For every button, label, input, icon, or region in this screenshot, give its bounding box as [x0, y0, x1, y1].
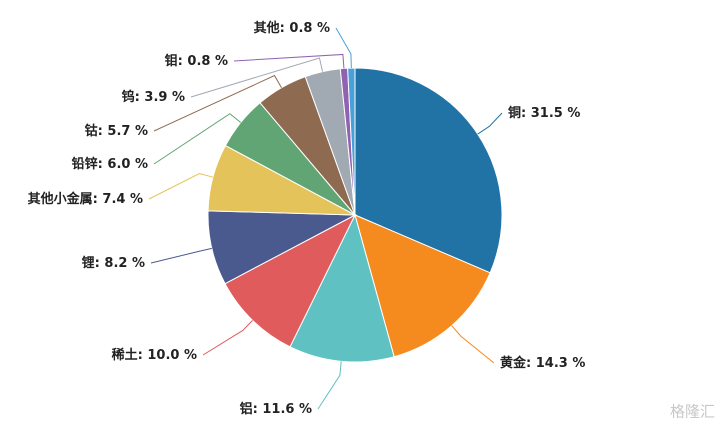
data-label: 钴: 5.7 % — [85, 123, 148, 139]
leader-line — [148, 173, 214, 200]
data-label: 黄金: 14.3 % — [500, 355, 585, 371]
slice — [224, 213, 357, 348]
label-separator: : — [135, 90, 145, 105]
data-label: 锂: 8.2 % — [82, 255, 145, 271]
label-category: 稀土 — [112, 347, 138, 363]
label-separator: : — [253, 402, 263, 417]
label-separator: : — [178, 54, 188, 69]
leader-line — [477, 112, 503, 135]
label-value: 5.7 % — [107, 124, 148, 139]
label-value: 0.8 % — [289, 21, 330, 36]
label-category: 黄金 — [500, 355, 527, 371]
label-value: 11.6 % — [262, 402, 312, 417]
data-label: 钼: 0.8 % — [165, 53, 228, 69]
label-category: 其他小金属 — [28, 191, 93, 207]
label-value: 31.5 % — [531, 106, 581, 121]
leader-line — [153, 74, 282, 132]
label-value: 8.2 % — [104, 256, 145, 271]
label-value: 6.0 % — [107, 157, 148, 172]
data-label: 铜: 31.5 % — [507, 105, 580, 121]
label-separator: : — [521, 106, 531, 121]
label-separator: : — [93, 192, 103, 207]
leader-line — [335, 27, 352, 69]
leader-line — [190, 57, 324, 98]
label-separator: : — [98, 157, 108, 172]
label-separator: : — [526, 356, 536, 371]
data-label: 铝: 11.6 % — [240, 401, 312, 417]
label-category: 钼 — [165, 53, 178, 69]
data-label: 钨: 3.9 % — [122, 89, 185, 105]
label-category: 其他 — [254, 20, 280, 36]
label-separator: : — [95, 256, 105, 271]
label-value: 7.4 % — [102, 192, 143, 207]
label-category: 钨 — [122, 89, 135, 105]
label-value: 0.8 % — [187, 54, 228, 69]
label-category: 铜 — [507, 105, 521, 121]
leader-line — [150, 247, 212, 264]
label-category: 铅锌 — [72, 156, 98, 172]
watermark: 格隆汇 — [670, 403, 715, 421]
label-category: 锂 — [82, 255, 95, 271]
data-label: 铅锌: 6.0 % — [72, 156, 148, 172]
leader-line — [233, 53, 345, 69]
slice — [354, 67, 503, 274]
data-label: 稀土: 10.0 % — [112, 347, 197, 363]
leader-line — [451, 325, 495, 364]
label-value: 10.0 % — [147, 348, 197, 363]
label-value: 3.9 % — [144, 90, 185, 105]
label-separator: : — [138, 348, 148, 363]
label-separator: : — [280, 21, 290, 36]
label-category: 钴 — [85, 123, 98, 139]
leader-line — [153, 113, 242, 165]
data-label: 其他: 0.8 % — [254, 20, 330, 36]
label-separator: : — [98, 124, 108, 139]
leader-line — [202, 320, 253, 356]
slice — [289, 213, 395, 363]
label-category: 铝 — [240, 401, 253, 417]
label-value: 14.3 % — [536, 356, 586, 371]
data-label: 其他小金属: 7.4 % — [28, 191, 143, 207]
leader-line — [317, 361, 342, 410]
slice — [354, 214, 491, 358]
